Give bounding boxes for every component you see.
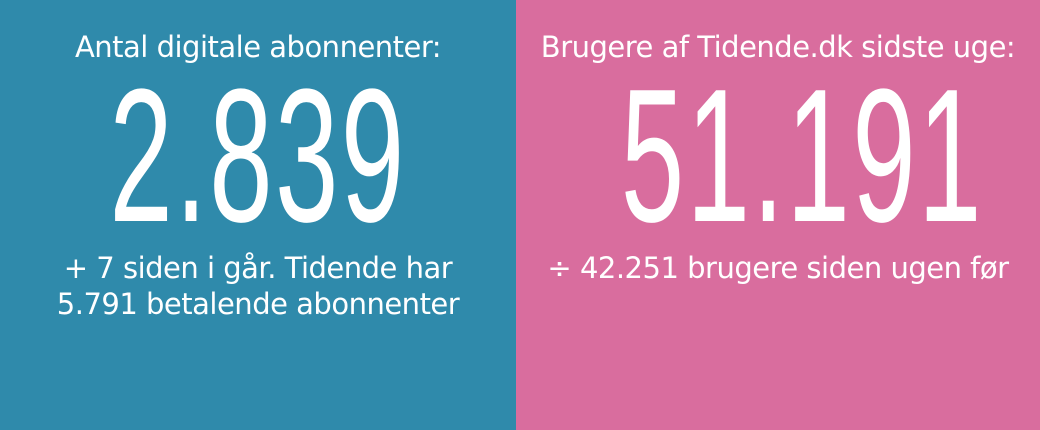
subscribers-panel: Antal digitale abonnenter: 2.839 + 7 sid… [0,0,516,430]
users-change: ÷ 42.251 brugere siden ugen før [547,251,1009,285]
users-panel: Brugere af Tidende.dk sidste uge: 51.191… [516,0,1040,430]
paying-subscribers: 5.791 betalende abonnenter [56,287,460,321]
subscribers-value: 2.839 [109,50,407,262]
subscribers-title: Antal digitale abonnenter: [74,30,442,64]
subscribers-change: + 7 siden i går. Tidende har [63,251,453,285]
users-value: 51.191 [620,50,984,262]
users-value-wrap: 51.191 [516,50,1040,262]
users-subtext: ÷ 42.251 brugere siden ugen før [547,250,1009,286]
users-title: Brugere af Tidende.dk sidste uge: [540,30,1016,64]
subscribers-value-wrap: 2.839 [0,50,516,262]
subscribers-subtext: + 7 siden i går. Tidende har 5.791 betal… [56,250,460,322]
